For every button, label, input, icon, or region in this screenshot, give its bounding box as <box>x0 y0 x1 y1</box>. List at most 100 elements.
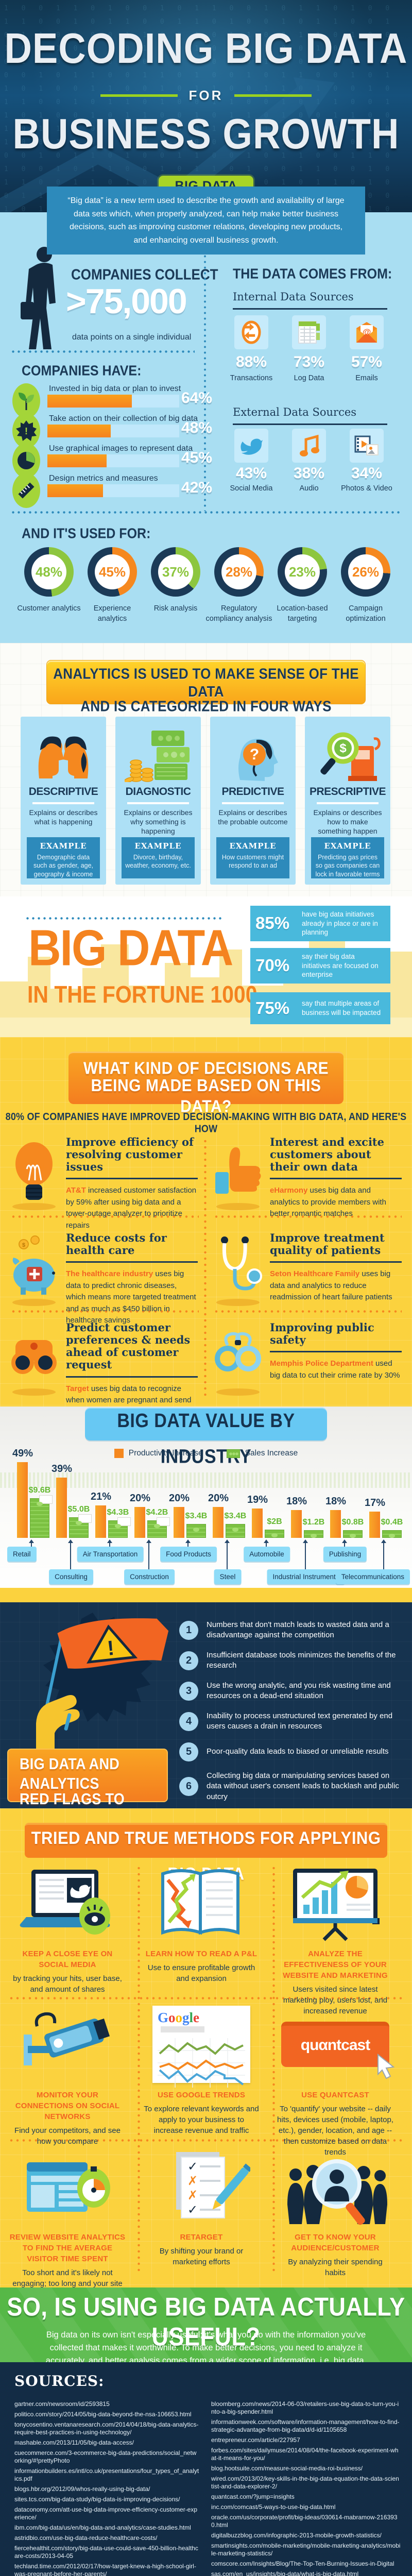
decision-rule <box>270 1178 402 1180</box>
google-trends-icon: Google <box>143 2005 260 2088</box>
card-title: PREDICTIVE <box>221 786 284 798</box>
productivity-value: 20% <box>208 1493 229 1504</box>
have-pct-3: 45% <box>181 449 213 466</box>
productivity-bar <box>252 1509 263 1538</box>
chart-texture-band <box>0 1472 412 1488</box>
divider-line-right <box>234 94 312 97</box>
productivity-value: 17% <box>364 1497 386 1509</box>
donut-label-3: Risk analysis <box>153 604 198 613</box>
card-prescriptive: $ PRESCRIPTIVE Explains or describes how… <box>305 717 390 885</box>
fortune-title-line1: BIG DATA <box>28 919 233 976</box>
decisions-divider-r2-right <box>213 1310 402 1313</box>
industry-label: Consulting <box>49 1569 93 1584</box>
decisions-divider-r2-left <box>10 1310 199 1313</box>
source-url: sites.tcs.com/big-data-study/big-data-is… <box>14 2496 180 2503</box>
productivity-value: 18% <box>286 1496 307 1507</box>
social-label: Social Media <box>230 484 273 493</box>
source-url: blog.hootsuite.com/measure-social-media-… <box>211 2465 363 2472</box>
audio-tile <box>292 429 326 463</box>
svg-text:!: ! <box>106 1637 115 1660</box>
transactions-pct: 88% <box>235 353 267 370</box>
example-label: EXAMPLE <box>40 841 87 851</box>
yellow-strip <box>0 1588 412 1602</box>
analytics-banner: ANALYTICS IS USED TO MAKE SENSE OF THE D… <box>46 660 366 715</box>
book-chart-icon <box>143 1864 260 1942</box>
decisions-banner-line1: WHAT KIND OF DECISIONS ARE <box>83 1059 329 1078</box>
icon-shadow <box>216 1388 260 1396</box>
decision-text: eHarmony uses big data and analytics to … <box>270 1186 386 1218</box>
source-url: techland.time.com/2012/02/17/how-target-… <box>14 2563 196 2576</box>
productivity-bar <box>291 1510 302 1538</box>
method-text: by tracking your hits, user base, and am… <box>13 1974 122 1994</box>
audio-pct: 38% <box>293 465 325 482</box>
industry-label: Air Transportation <box>77 1547 144 1562</box>
productivity-value: 21% <box>90 1491 112 1502</box>
sales-value: $1.2B <box>302 1518 325 1527</box>
label-connector-line <box>266 1543 267 1548</box>
source-url: ibm.com/big-data/us/en/big-data-and-anal… <box>14 2524 191 2531</box>
internal-sources-title: Internal Data Sources <box>233 291 354 303</box>
external-sources-title: External Data Sources <box>233 406 357 418</box>
audio-label: Audio <box>299 484 319 493</box>
data-comes-from-heading: THE DATA COMES FROM: <box>233 265 392 282</box>
card-example-box: EXAMPLE Demographic data such as gender,… <box>27 837 100 878</box>
action-burst-icon: ! <box>12 413 40 448</box>
icon-shadow <box>216 1299 260 1306</box>
horizontal-dotted-divider-left <box>10 350 195 353</box>
sales-money-swatch <box>226 1449 240 1458</box>
head-question-icon: ? <box>210 725 296 786</box>
industry-label: Industrial Instruments <box>267 1569 345 1584</box>
productivity-bar <box>213 1507 224 1538</box>
decisions-banner-line2: BEING MADE BASED ON THIS DATA? <box>91 1076 321 1116</box>
google-trends-card: Google <box>152 2006 250 2088</box>
card-desc: Explains or describes what is happening <box>29 808 98 826</box>
productivity-bar <box>174 1507 184 1538</box>
have-bar-3 <box>47 454 179 467</box>
emails-pct: 57% <box>351 353 383 370</box>
skyline-building <box>127 986 167 1018</box>
transactions-icon <box>242 320 261 344</box>
productivity-value: 49% <box>12 1448 33 1459</box>
productivity-value: 39% <box>51 1463 73 1475</box>
industry-label: Telecommunications <box>335 1569 410 1584</box>
have-label-3: Use graphical images to represent data <box>49 444 193 453</box>
vertical-dotted-divider <box>204 242 206 511</box>
example-label: EXAMPLE <box>229 841 277 851</box>
skyline-building <box>0 981 30 1018</box>
sources-section: SOURCES: gartner.com/newsroom/id/2593815… <box>0 2362 412 2576</box>
intro-text: “Big data” is a new term used to describ… <box>67 196 345 245</box>
source-url: inc.com/comcast/5-ways-to-use-big-data.h… <box>211 2503 336 2511</box>
decision-title: Improving public safety <box>270 1321 374 1347</box>
card-example-box: EXAMPLE Divorce, birthday, weather, econ… <box>122 837 195 878</box>
security-camera-icon <box>9 2005 126 2083</box>
svg-text:$: $ <box>339 741 347 755</box>
card-title: PRESCRIPTIVE <box>309 786 386 798</box>
quantcast-icon: quαntcast <box>277 2005 395 2083</box>
productivity-bar <box>369 1512 380 1538</box>
sales-money-stack <box>382 1530 402 1538</box>
card-rule <box>127 802 189 804</box>
industry-label: Publishing <box>323 1547 367 1562</box>
music-note-icon <box>300 434 319 456</box>
method-title: GET TO KNOW YOUR AUDIENCE/CUSTOMER <box>291 2233 380 2252</box>
productivity-bar <box>330 1510 341 1538</box>
fortune-stat-3: 75% say that multiple areas of business … <box>250 992 390 1024</box>
sales-money-stack <box>108 1517 131 1538</box>
label-connector-arrow <box>381 1539 386 1543</box>
google-search-bar <box>161 2026 204 2032</box>
productivity-value: 18% <box>325 1496 347 1507</box>
source-url: wired.com/2013/02/key-skills-in-the-big-… <box>211 2475 399 2490</box>
donut-location: 23% <box>278 547 327 597</box>
productivity-value: 19% <box>247 1494 268 1505</box>
decision-item-1: Improve efficiency of resolving customer… <box>8 1136 200 1231</box>
source-url: comscore.com/Insights/Blog/The-Top-Ten-B… <box>211 2560 394 2567</box>
donut-customer-analytics: 48% <box>24 547 74 597</box>
stopwatch-browser-icon <box>9 2147 126 2226</box>
spreadsheet-icon <box>298 321 320 344</box>
piggy-bank-icon: $ <box>8 1235 60 1302</box>
invest-plant-icon <box>12 383 40 418</box>
checklist-pen-icon: ✓ ✗ ✗ ✓ <box>143 2147 260 2226</box>
sales-value: $4.3B <box>107 1508 129 1517</box>
source-url: tonycosentino.ventanaresearch.com/2014/0… <box>14 2421 199 2436</box>
icon-shadow <box>216 1203 260 1210</box>
